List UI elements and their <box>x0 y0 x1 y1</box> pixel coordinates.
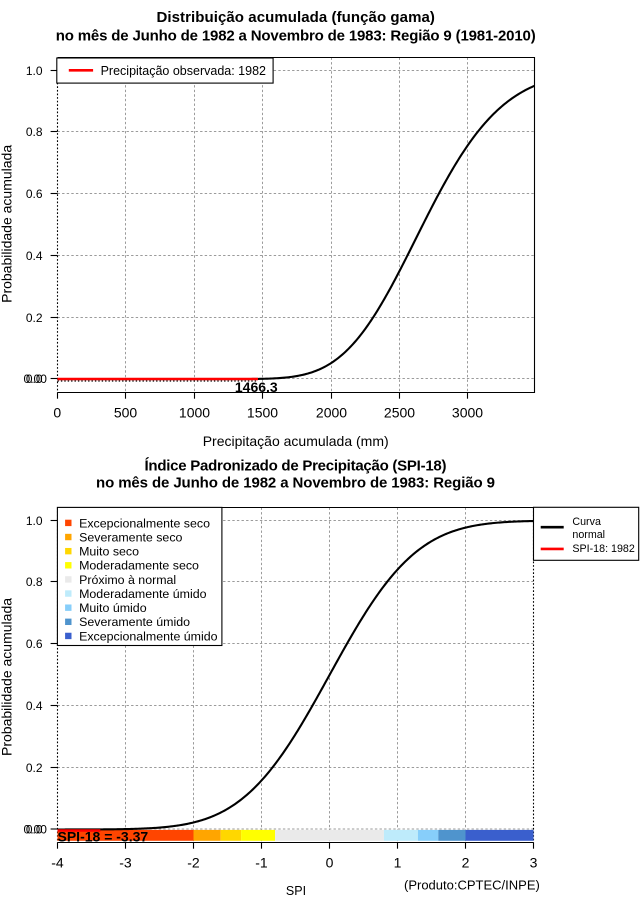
svg-text:Muito seco: Muito seco <box>79 545 139 559</box>
svg-text:Próximo à normal: Próximo à normal <box>79 573 176 587</box>
svg-text:0: 0 <box>326 855 334 871</box>
svg-text:0.6: 0.6 <box>26 637 43 651</box>
svg-text:3000: 3000 <box>452 405 483 421</box>
svg-text:Distribuição acumulada (função: Distribuição acumulada (função gama) <box>157 9 435 26</box>
svg-text:Severamente seco: Severamente seco <box>79 530 182 544</box>
svg-text:(Produto:CPTEC/INPE): (Produto:CPTEC/INPE) <box>404 878 540 893</box>
svg-text:0.0: 0.0 <box>26 372 43 386</box>
svg-text:Excepcionalmente úmido: Excepcionalmente úmido <box>79 629 218 643</box>
svg-text:1000: 1000 <box>179 405 210 421</box>
svg-text:-3: -3 <box>119 855 132 871</box>
svg-text:1.0: 1.0 <box>26 64 43 78</box>
svg-text:Precipitação acumulada (mm): Precipitação acumulada (mm) <box>203 433 389 449</box>
svg-text:Curva: Curva <box>572 516 601 528</box>
svg-text:1466.3: 1466.3 <box>235 379 278 395</box>
svg-text:2000: 2000 <box>316 405 347 421</box>
svg-text:Moderadamente seco: Moderadamente seco <box>79 559 199 573</box>
svg-text:Severamente úmido: Severamente úmido <box>79 615 190 629</box>
svg-text:SPI-18 = -3.37: SPI-18 = -3.37 <box>58 829 149 845</box>
svg-text:normal: normal <box>572 529 605 541</box>
svg-text:Probabilidade acumulada: Probabilidade acumulada <box>0 598 14 756</box>
svg-text:no mês de Junho de 1982 a Nove: no mês de Junho de 1982 a Novembro de 19… <box>96 475 495 492</box>
svg-text:SPI-18: 1982: SPI-18: 1982 <box>572 543 634 555</box>
svg-text:0.00: 0.00 <box>24 372 48 386</box>
svg-text:Probabilidade acumulada: Probabilidade acumulada <box>0 145 14 303</box>
svg-text:Precipitação observada: 1982: Precipitação observada: 1982 <box>101 64 266 78</box>
svg-text:1.0: 1.0 <box>26 514 43 528</box>
svg-text:-1: -1 <box>255 855 268 871</box>
svg-text:0.8: 0.8 <box>26 575 43 589</box>
svg-text:500: 500 <box>114 405 138 421</box>
svg-text:0.00: 0.00 <box>24 822 48 836</box>
svg-text:Índice Padronizado de Precipit: Índice Padronizado de Precipitação (SPI-… <box>145 458 447 475</box>
svg-text:Muito úmido: Muito úmido <box>79 601 147 615</box>
svg-text:-2: -2 <box>187 855 200 871</box>
svg-text:2: 2 <box>462 855 470 871</box>
svg-text:SPI: SPI <box>286 884 306 898</box>
svg-text:Excepcionalmente seco: Excepcionalmente seco <box>79 516 210 530</box>
svg-text:2500: 2500 <box>384 405 415 421</box>
svg-text:0.8: 0.8 <box>26 125 43 139</box>
svg-text:0.6: 0.6 <box>26 187 43 201</box>
svg-text:0.4: 0.4 <box>26 249 43 263</box>
svg-text:0.4: 0.4 <box>26 699 43 713</box>
svg-text:no mês de Junho de 1982 a Nove: no mês de Junho de 1982 a Novembro de 19… <box>56 28 536 45</box>
svg-text:0.2: 0.2 <box>26 311 43 325</box>
svg-text:3: 3 <box>530 855 538 871</box>
svg-text:1: 1 <box>394 855 402 871</box>
svg-text:0.2: 0.2 <box>26 761 43 775</box>
svg-text:0.0: 0.0 <box>26 822 43 836</box>
svg-text:-4: -4 <box>51 855 64 871</box>
svg-text:Moderadamente úmido: Moderadamente úmido <box>79 587 207 601</box>
svg-text:1500: 1500 <box>247 405 278 421</box>
svg-text:0: 0 <box>53 405 61 421</box>
